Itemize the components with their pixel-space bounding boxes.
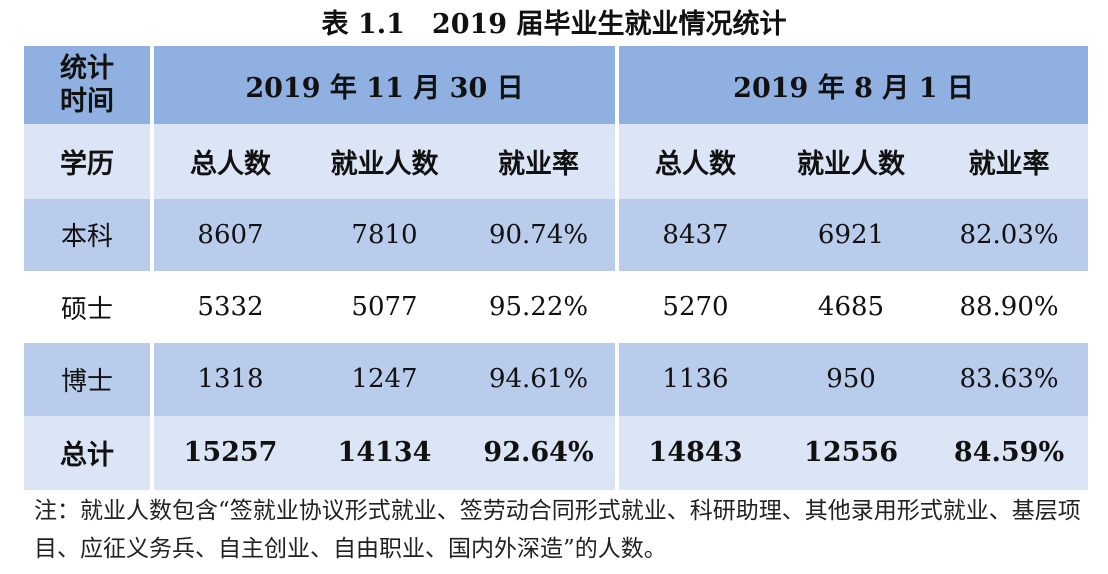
total-row: 总计 15257 14134 92.64% 14843 12556 84.59%	[24, 415, 1089, 490]
col-header: 总人数	[152, 124, 307, 199]
header-row: 统计 时间 2019 年 11 月 30 日 2019 年 8 月 1 日	[24, 46, 1089, 125]
degree-cell: 博士	[24, 343, 154, 416]
table-cell: 82.03%	[930, 198, 1089, 271]
col-header: 就业率	[462, 124, 620, 199]
table-cell: 88.90%	[930, 270, 1089, 344]
total-cell: 12556	[772, 415, 931, 490]
table-cell: 7810	[307, 198, 462, 271]
col-header: 就业人数	[307, 124, 462, 199]
table-note: 注：就业人数包含“签就业协议形式就业、签劳动合同形式就业、科研助理、其他录用形式…	[34, 498, 1081, 562]
total-label: 总计	[24, 415, 154, 490]
col-header: 总人数	[617, 124, 773, 199]
table-cell: 1318	[152, 343, 307, 416]
table-cell: 95.22%	[462, 270, 620, 344]
column-header-row: 学历 总人数 就业人数 就业率 总人数 就业人数 就业率	[24, 124, 1089, 199]
col-header: 就业率	[930, 124, 1089, 199]
total-cell: 15257	[152, 415, 307, 490]
table-cell: 5077	[307, 270, 462, 344]
degree-cell: 硕士	[24, 270, 154, 344]
total-cell: 14134	[307, 415, 462, 490]
time-label: 统计 时间	[24, 46, 154, 125]
col-header: 就业人数	[772, 124, 931, 199]
table-cell: 6921	[772, 198, 931, 271]
table-title: 表 1.1 2019 届毕业生就业情况统计	[321, 9, 787, 40]
table-row: 博士 1318 1247 94.61% 1136 950 83.63%	[24, 343, 1089, 416]
degree-cell: 本科	[24, 198, 154, 271]
table-cell: 1247	[307, 343, 462, 416]
total-cell: 84.59%	[930, 415, 1089, 490]
table-cell: 90.74%	[462, 198, 620, 271]
date-header-1: 2019 年 11 月 30 日	[152, 46, 620, 125]
date-header-2: 2019 年 8 月 1 日	[617, 46, 1089, 125]
table-cell: 94.61%	[462, 343, 620, 416]
table-row: 硕士 5332 5077 95.22% 5270 4685 88.90%	[24, 270, 1089, 344]
table-cell: 950	[772, 343, 931, 416]
table-cell: 1136	[617, 343, 773, 416]
degree-label: 学历	[24, 124, 154, 199]
table-cell: 4685	[772, 270, 931, 344]
table-cell: 5332	[152, 270, 307, 344]
total-cell: 14843	[617, 415, 773, 490]
total-cell: 92.64%	[462, 415, 620, 490]
table-cell: 8607	[152, 198, 307, 271]
table-cell: 8437	[617, 198, 773, 271]
employment-table: 统计 时间 2019 年 11 月 30 日 2019 年 8 月 1 日 学历 …	[24, 46, 1089, 490]
table-cell: 5270	[617, 270, 773, 344]
table-cell: 83.63%	[930, 343, 1089, 416]
table-row: 本科 8607 7810 90.74% 8437 6921 82.03%	[24, 198, 1089, 271]
